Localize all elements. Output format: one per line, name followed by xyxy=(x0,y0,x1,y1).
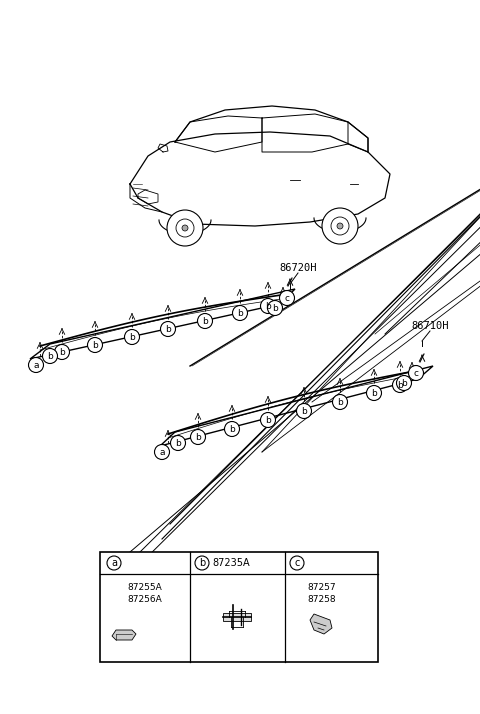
Circle shape xyxy=(191,430,205,445)
Circle shape xyxy=(28,358,44,373)
Circle shape xyxy=(261,413,276,428)
Circle shape xyxy=(396,376,411,391)
Text: a: a xyxy=(111,558,117,568)
Text: 87235A: 87235A xyxy=(212,558,250,568)
Polygon shape xyxy=(160,366,433,446)
Text: b: b xyxy=(92,341,98,349)
Circle shape xyxy=(170,436,185,451)
Circle shape xyxy=(267,301,283,316)
Circle shape xyxy=(408,366,423,381)
Circle shape xyxy=(43,348,58,363)
Circle shape xyxy=(124,329,140,344)
Text: 87258: 87258 xyxy=(307,595,336,605)
Circle shape xyxy=(322,208,358,244)
Text: b: b xyxy=(265,301,271,311)
Text: b: b xyxy=(229,425,235,433)
Circle shape xyxy=(232,306,248,321)
Text: b: b xyxy=(199,558,205,568)
Circle shape xyxy=(195,556,209,570)
Bar xyxy=(223,613,251,621)
Text: a: a xyxy=(159,448,165,456)
Circle shape xyxy=(333,395,348,410)
Circle shape xyxy=(331,217,349,235)
Circle shape xyxy=(261,298,276,313)
Circle shape xyxy=(290,556,304,570)
Circle shape xyxy=(160,321,176,336)
Polygon shape xyxy=(112,630,136,640)
Text: b: b xyxy=(175,438,181,448)
Circle shape xyxy=(279,291,295,306)
Circle shape xyxy=(337,223,343,229)
Text: b: b xyxy=(59,348,65,356)
Text: b: b xyxy=(129,333,135,341)
Text: 87255A: 87255A xyxy=(127,583,162,593)
Polygon shape xyxy=(30,289,295,359)
Text: c: c xyxy=(413,368,419,378)
Text: 87257: 87257 xyxy=(307,583,336,593)
Text: b: b xyxy=(237,308,243,318)
Circle shape xyxy=(225,421,240,436)
Circle shape xyxy=(197,313,213,328)
Polygon shape xyxy=(310,614,332,634)
Text: b: b xyxy=(301,406,307,416)
Text: 86710H: 86710H xyxy=(411,321,449,331)
Text: c: c xyxy=(294,558,300,568)
Text: b: b xyxy=(272,303,278,313)
Text: 86720H: 86720H xyxy=(279,263,317,273)
Text: b: b xyxy=(165,324,171,333)
Circle shape xyxy=(367,386,382,401)
FancyBboxPatch shape xyxy=(100,552,378,662)
Text: b: b xyxy=(47,351,53,361)
Circle shape xyxy=(155,445,169,460)
Text: b: b xyxy=(397,381,403,390)
Text: c: c xyxy=(285,293,289,303)
Text: b: b xyxy=(337,398,343,406)
Circle shape xyxy=(107,556,121,570)
Text: 87256A: 87256A xyxy=(127,595,162,605)
Text: b: b xyxy=(195,433,201,441)
Text: b: b xyxy=(265,416,271,425)
Circle shape xyxy=(297,403,312,418)
Circle shape xyxy=(393,378,408,393)
Circle shape xyxy=(87,338,103,353)
Text: a: a xyxy=(33,361,39,370)
Circle shape xyxy=(55,344,70,360)
Text: b: b xyxy=(202,316,208,326)
Text: b: b xyxy=(371,388,377,398)
Circle shape xyxy=(182,225,188,231)
Circle shape xyxy=(176,219,194,237)
Text: b: b xyxy=(401,378,407,388)
Circle shape xyxy=(167,210,203,246)
